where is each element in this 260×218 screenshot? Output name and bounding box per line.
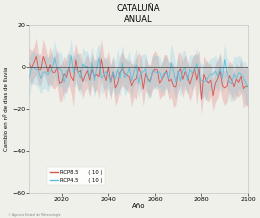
- Legend: RCP8.5      ( 10 ), RCP4.5      ( 10 ): RCP8.5 ( 10 ), RCP4.5 ( 10 ): [47, 167, 105, 185]
- X-axis label: Año: Año: [132, 203, 145, 209]
- Text: © Agencia Estatal de Meteorología: © Agencia Estatal de Meteorología: [8, 213, 60, 217]
- Title: CATALUÑA
ANUAL: CATALUÑA ANUAL: [117, 4, 160, 24]
- Y-axis label: Cambio en nº de dias de lluvia: Cambio en nº de dias de lluvia: [4, 67, 9, 151]
